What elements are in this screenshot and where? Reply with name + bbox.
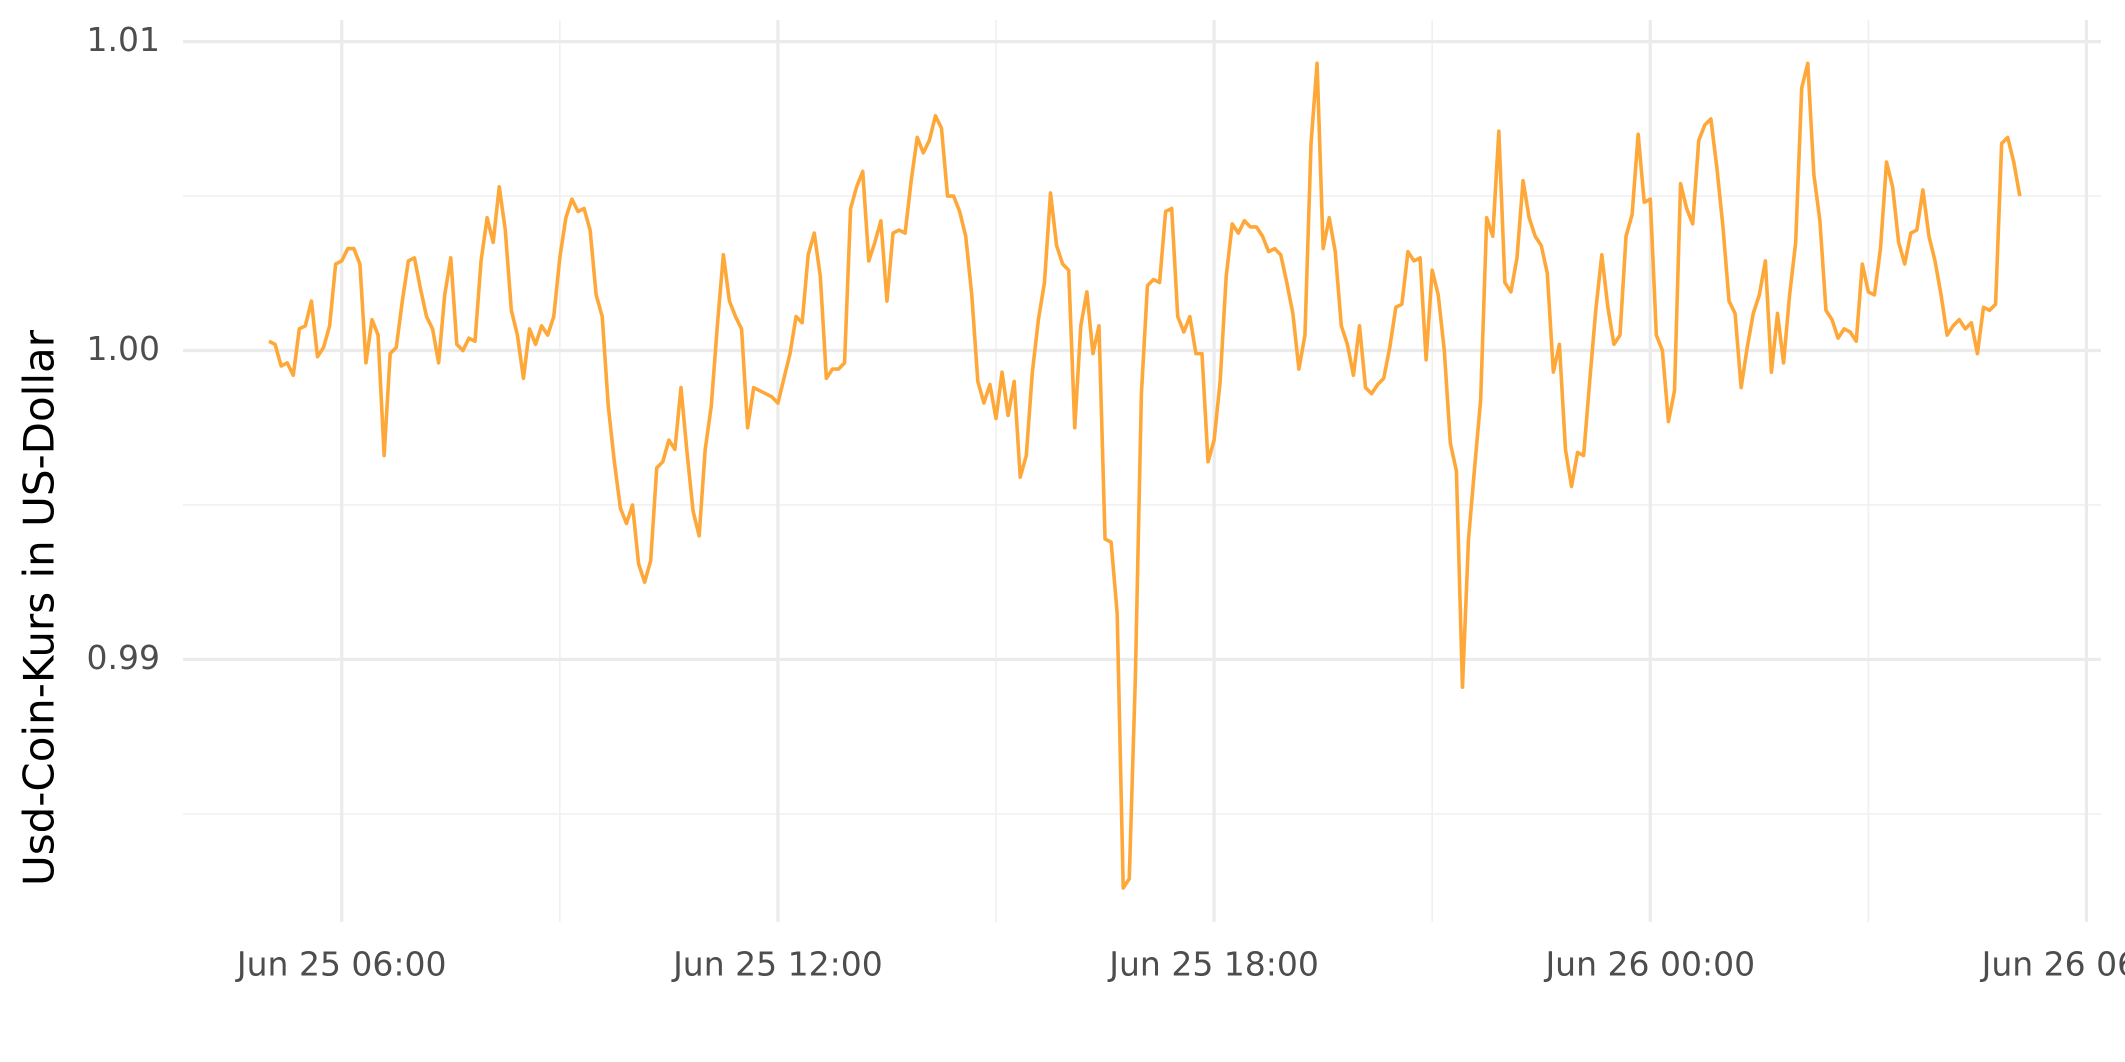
y-tick-label: 0.99 xyxy=(87,638,160,677)
price-line xyxy=(268,61,2022,890)
y-axis-title: Usd-Coin-Kurs in US-Dollar xyxy=(15,329,64,886)
x-tick-label: Jun 25 18:00 xyxy=(1107,945,1319,984)
x-tick-label: Jun 26 06:00 xyxy=(1980,945,2125,984)
y-tick-label: 1.01 xyxy=(87,20,160,59)
x-tick-label: Jun 26 00:00 xyxy=(1543,945,1755,984)
x-tick-label: Jun 25 06:00 xyxy=(235,945,447,984)
y-tick-label: 1.00 xyxy=(87,329,160,368)
x-tick-label: Jun 25 12:00 xyxy=(671,945,883,984)
